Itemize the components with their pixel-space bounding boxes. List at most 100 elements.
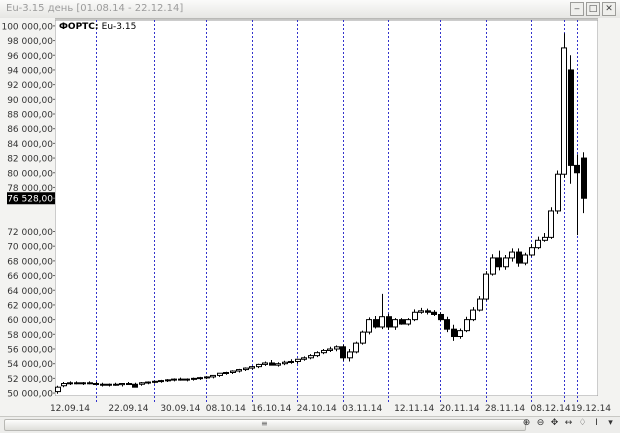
candle-bearish bbox=[444, 319, 450, 330]
candlestick-chart[interactable]: 12.09.14 22.09.14 30.09.14 08.10.14 16.10.14… bbox=[0, 18, 620, 416]
x-tick-label: 12.09.14 bbox=[50, 404, 90, 414]
window-title: Eu-3.15 день [01.08.14 - 22.12.14] bbox=[6, 3, 184, 14]
candle-bullish bbox=[55, 386, 61, 393]
dropdown-icon[interactable]: ▾ bbox=[608, 418, 613, 428]
candle-bullish bbox=[197, 377, 203, 380]
minimize-button[interactable]: ‒ bbox=[570, 2, 584, 16]
candle-bullish bbox=[483, 273, 489, 300]
y-tick-label: 78 000,00 bbox=[7, 184, 53, 194]
y-tick-label: 94 000,00 bbox=[7, 66, 53, 76]
y-tick-label: 64 000,00 bbox=[7, 287, 53, 297]
candle-bullish bbox=[327, 348, 333, 351]
candle-bullish bbox=[275, 363, 281, 366]
candle-bullish bbox=[366, 319, 372, 333]
candle-bullish bbox=[139, 382, 145, 385]
candle-bearish bbox=[581, 157, 587, 199]
candle-bearish bbox=[178, 378, 184, 381]
candle-bearish bbox=[74, 382, 80, 385]
candle-bullish bbox=[295, 358, 301, 362]
candle-bullish bbox=[308, 355, 314, 359]
candle-bullish bbox=[230, 370, 236, 373]
candle-bullish bbox=[542, 236, 548, 241]
candle-bullish bbox=[321, 349, 327, 354]
candle-bullish bbox=[204, 376, 210, 379]
candle-bullish bbox=[392, 319, 398, 328]
candle-bullish bbox=[314, 352, 320, 357]
x-tick-label: 12.11.14 bbox=[394, 404, 434, 414]
plot-area bbox=[54, 19, 599, 397]
candle-bullish bbox=[158, 380, 164, 383]
candle-bullish bbox=[347, 351, 353, 359]
candle-bearish bbox=[269, 362, 275, 366]
title-bar[interactable]: Eu-3.15 день [01.08.14 - 22.12.14] ‒ □ ✕ bbox=[0, 0, 620, 19]
candle-bullish bbox=[249, 366, 255, 369]
candle-bullish bbox=[470, 309, 476, 321]
fit-width-icon[interactable]: ↔ bbox=[564, 418, 573, 428]
candle-bullish bbox=[282, 361, 288, 365]
candle-bullish bbox=[490, 257, 496, 275]
candle-bullish bbox=[334, 346, 340, 350]
candle-bullish bbox=[353, 342, 359, 353]
candle-bullish bbox=[223, 372, 229, 374]
zoom-out-icon[interactable]: ⊖ bbox=[536, 418, 545, 428]
y-tick-label: 98 000,00 bbox=[7, 37, 53, 47]
horizontal-scrollbar[interactable]: ≡ bbox=[4, 419, 526, 431]
diamond-icon[interactable]: ♢ bbox=[578, 418, 587, 428]
candle-bearish bbox=[340, 346, 346, 359]
y-tick-label: 88 000,00 bbox=[7, 111, 53, 121]
y-tick-label: 52 000,00 bbox=[7, 375, 53, 385]
y-tick-label: 50 000,00 bbox=[7, 390, 53, 400]
cursor-icon[interactable]: I bbox=[595, 418, 598, 428]
candle-bearish bbox=[87, 382, 93, 385]
chart-toolbar: ⊕ ⊖ ✥ ↔ ♢ I ▾ bbox=[521, 418, 616, 429]
candle-bullish bbox=[165, 379, 171, 382]
candle-bullish bbox=[217, 372, 223, 376]
y-tick-label: 56 000,00 bbox=[7, 346, 53, 356]
y-tick-label: 100 000,00 bbox=[1, 22, 53, 32]
candle-bearish bbox=[132, 383, 138, 388]
y-tick-label: 92 000,00 bbox=[7, 81, 53, 91]
y-axis-panel bbox=[0, 18, 55, 416]
candle-bullish bbox=[360, 331, 366, 344]
candle-bearish bbox=[496, 257, 502, 268]
candle-bullish bbox=[119, 383, 125, 386]
candle-bullish bbox=[236, 369, 242, 372]
pan-icon[interactable]: ✥ bbox=[550, 418, 559, 428]
x-tick-label: 16.10.14 bbox=[251, 404, 291, 414]
x-tick-label: 19.12.14 bbox=[571, 404, 611, 414]
candle-bearish bbox=[399, 319, 405, 325]
x-tick-label: 08.10.14 bbox=[206, 404, 246, 414]
y-tick-label: 90 000,00 bbox=[7, 96, 53, 106]
close-button[interactable]: ✕ bbox=[602, 2, 616, 16]
candle-bullish bbox=[561, 47, 567, 175]
x-tick-label: 20.11.14 bbox=[440, 404, 480, 414]
scrollbar-grip-icon: ≡ bbox=[261, 419, 268, 428]
candle-bearish bbox=[113, 383, 119, 386]
y-tick-label: 80 000,00 bbox=[7, 169, 53, 179]
candle-bearish bbox=[438, 313, 444, 321]
candle-bullish bbox=[61, 383, 67, 387]
candle-bullish bbox=[412, 311, 418, 321]
candle-bearish bbox=[373, 319, 379, 328]
candle-bullish bbox=[529, 247, 535, 256]
right-margin bbox=[598, 18, 620, 396]
candle-bearish bbox=[568, 69, 574, 166]
y-tick-label: 86 000,00 bbox=[7, 125, 53, 135]
zoom-in-icon[interactable]: ⊕ bbox=[522, 418, 531, 428]
candle-bullish bbox=[80, 382, 86, 385]
candle-bullish bbox=[522, 254, 528, 264]
maximize-button[interactable]: □ bbox=[586, 2, 600, 16]
candle-bullish bbox=[262, 362, 268, 365]
y-tick-label: 84 000,00 bbox=[7, 140, 53, 150]
candle-bearish bbox=[574, 164, 580, 174]
y-tick-label: 66 000,00 bbox=[7, 272, 53, 282]
y-tick-label: 96 000,00 bbox=[7, 52, 53, 62]
candle-bullish bbox=[405, 319, 411, 325]
candle-bearish bbox=[425, 310, 431, 313]
candle-bullish bbox=[288, 360, 294, 363]
current-price-box bbox=[7, 192, 55, 205]
x-tick-label: 30.09.14 bbox=[160, 404, 200, 414]
window-controls: ‒ □ ✕ bbox=[570, 2, 616, 16]
y-tick-label: 68 000,00 bbox=[7, 257, 53, 267]
